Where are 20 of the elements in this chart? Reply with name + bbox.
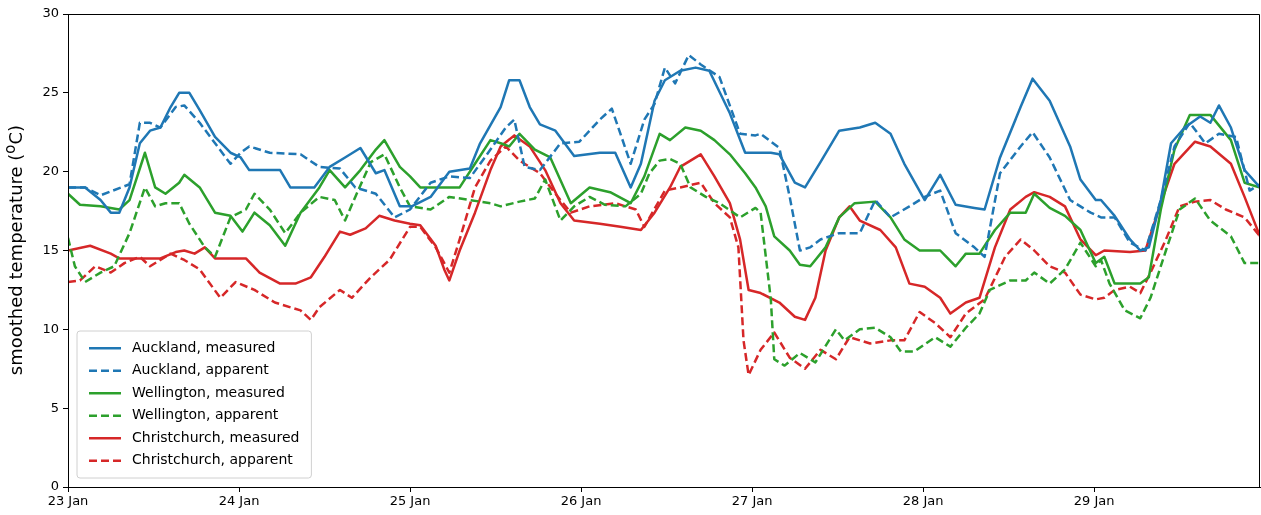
y-tick-label: 5 bbox=[50, 399, 59, 415]
x-tick-label: 28 Jan bbox=[902, 493, 944, 509]
x-tick-label: 27 Jan bbox=[731, 493, 773, 509]
legend-label: Wellington, measured bbox=[132, 383, 285, 400]
legend-label: Auckland, apparent bbox=[132, 361, 270, 378]
x-tick-label: 25 Jan bbox=[389, 493, 431, 509]
x-tick-label: 24 Jan bbox=[218, 493, 260, 509]
x-tick-label: 23 Jan bbox=[47, 493, 89, 509]
y-tick-label: 30 bbox=[42, 5, 59, 21]
legend-label: Christchurch, measured bbox=[132, 428, 300, 445]
y-tick-label: 10 bbox=[42, 320, 59, 336]
legend-label: Auckland, measured bbox=[132, 338, 276, 355]
legend-label: Christchurch, apparent bbox=[132, 451, 294, 468]
y-tick-label: 20 bbox=[42, 163, 59, 179]
x-tick-label: 29 Jan bbox=[1073, 493, 1115, 509]
y-tick-label: 0 bbox=[50, 478, 59, 494]
x-tick-label: 26 Jan bbox=[560, 493, 602, 509]
y-tick-label: 25 bbox=[42, 84, 59, 100]
legend-label: Wellington, apparent bbox=[132, 406, 279, 423]
y-tick-label: 15 bbox=[42, 241, 59, 257]
